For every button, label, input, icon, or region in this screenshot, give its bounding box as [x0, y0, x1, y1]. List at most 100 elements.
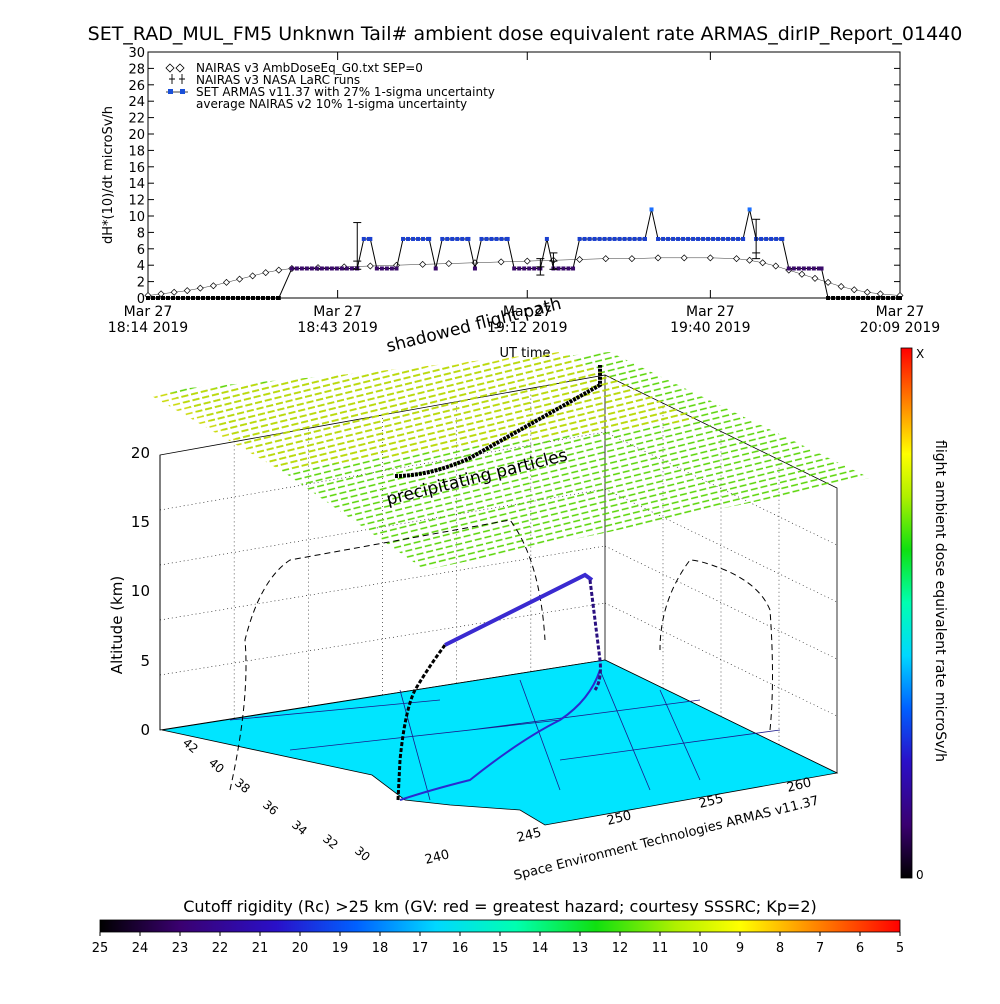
armas-point [721, 236, 726, 241]
armas-point [886, 296, 891, 300]
y-tick-label: 16 [128, 161, 145, 176]
armas-point [871, 296, 876, 300]
y-tick-label: 14 [128, 177, 145, 192]
armas-point [344, 266, 349, 271]
armas-point [466, 236, 471, 241]
y-tick-label: 12 [128, 194, 145, 209]
nairas-point [837, 283, 845, 291]
z-tick-label: 5 [140, 652, 150, 670]
armas-point [450, 236, 455, 241]
colorbar-tick-label: 11 [652, 941, 669, 956]
nairas-point [275, 266, 283, 274]
armas-point [701, 236, 706, 241]
armas-point [294, 266, 299, 271]
lon-tick-label: 260 [785, 775, 813, 796]
colorbar-tick-label: 9 [736, 941, 744, 956]
armas-point [592, 236, 597, 241]
nairas-point [419, 260, 427, 268]
armas-point [427, 236, 432, 241]
x-tick-date: Mar 27 [313, 304, 362, 320]
armas-point [649, 207, 654, 212]
nairas-point [209, 282, 217, 290]
armas-point [891, 296, 896, 300]
y-tick-label: 10 [128, 210, 145, 225]
nairas-point [222, 278, 230, 286]
armas-point [181, 296, 185, 300]
armas-point [898, 296, 902, 300]
nairas-point [746, 256, 754, 264]
colorbar-tick-label: 7 [816, 941, 824, 956]
colorbar-vertical [900, 347, 913, 879]
armas-point [517, 266, 522, 271]
armas-point [401, 236, 406, 241]
armas-point [146, 296, 150, 300]
legend-label: average NAIRAS v2 10% 1-sigma uncertaint… [196, 97, 467, 111]
colorbar-ticks: 25 24 23 22 21 20 19 18 17 16 15 14 13 12 11 10 9 8 7 6 5 [92, 932, 904, 956]
armas-point [656, 236, 661, 241]
armas-point [484, 236, 489, 241]
armas-point [851, 296, 856, 300]
armas-point [334, 266, 339, 271]
legend-diamond-icon [165, 63, 185, 73]
rigidity-colorbar: Cutoff rigidity (Rc) >25 km (GV: red = g… [92, 897, 904, 956]
armas-point [617, 236, 622, 241]
armas-point [176, 296, 180, 300]
colorbar-tick-label: 18 [372, 941, 389, 956]
armas-point [582, 236, 587, 241]
armas-point [686, 236, 691, 241]
nairas-point [798, 270, 806, 278]
nairas-point [850, 286, 858, 294]
armas-point [440, 236, 445, 241]
armas-point [831, 296, 836, 300]
armas-point [632, 236, 637, 241]
nairas-point [733, 255, 741, 263]
legend-errorbar-icon [169, 74, 185, 84]
x-tick-label: 18:43 2019 [297, 320, 377, 336]
lon-tick-label: 245 [515, 825, 543, 846]
armas-point [671, 236, 676, 241]
armas-point [836, 296, 841, 300]
legend-blue-square-icon [180, 89, 185, 94]
lon-tick-label: 250 [605, 808, 633, 829]
x-tick-label: 19:12 2019 [487, 320, 567, 336]
colorbar-tick-label: 14 [532, 941, 549, 956]
armas-point [726, 236, 731, 241]
armas-point [319, 266, 324, 271]
y-tick-label: 2 [137, 276, 145, 291]
armas-point [796, 266, 801, 271]
colorbar-title: flight ambient dose equivalent rate micr… [932, 440, 948, 762]
armas-point [637, 236, 642, 241]
colorbar-tick-label: 17 [412, 941, 429, 956]
nairas-point [628, 255, 636, 263]
armas-point [479, 236, 484, 241]
z-tick-label: 15 [131, 513, 150, 531]
z-tick-label: 10 [131, 582, 150, 600]
armas-point [566, 266, 571, 271]
armas-point [561, 266, 566, 271]
nairas-point [497, 258, 505, 266]
nairas-point [824, 278, 832, 286]
colorbar-min-label: 0 [916, 868, 924, 882]
armas-point [681, 236, 686, 241]
armas-point [661, 236, 666, 241]
armas-point [406, 236, 411, 241]
colorbar-tick-label: 19 [332, 941, 349, 956]
armas-point [571, 266, 576, 271]
colorbar-tick-label: 20 [292, 941, 309, 956]
armas-point [201, 296, 205, 300]
armas-point [329, 266, 334, 271]
armas-point [780, 236, 785, 241]
z-tick-label: 20 [131, 444, 150, 462]
state-borders [229, 669, 781, 801]
armas-point [747, 207, 752, 212]
nairas-point [680, 254, 688, 262]
armas-point [226, 296, 230, 300]
x-tick-date: Mar 27 [686, 304, 735, 320]
x-tick-date: Mar 27 [124, 304, 173, 320]
armas-point [706, 236, 711, 241]
colorbar-tick-label: 12 [612, 941, 629, 956]
armas-point [666, 236, 671, 241]
y-tick-label: 20 [128, 128, 145, 143]
nairas-point [170, 288, 178, 296]
